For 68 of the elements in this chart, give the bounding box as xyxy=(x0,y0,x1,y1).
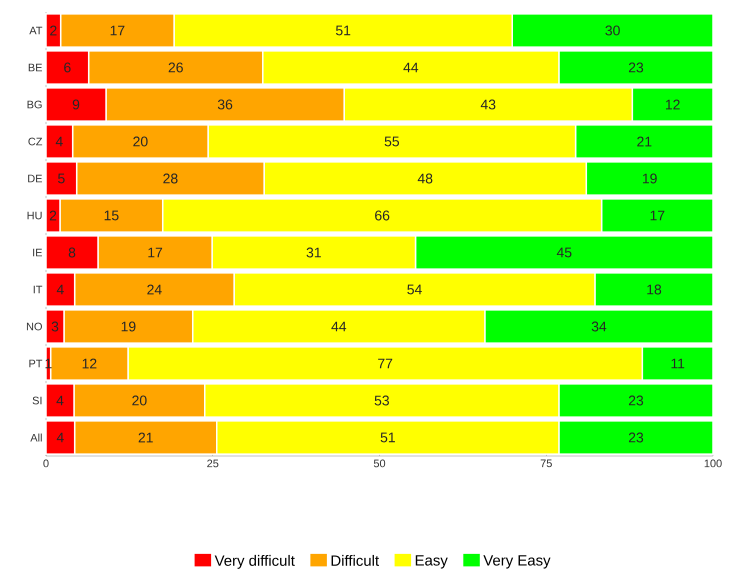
x-tick-label: 100 xyxy=(704,460,722,468)
data-label: 23 xyxy=(628,432,644,442)
data-label: 6 xyxy=(64,62,71,72)
data-label: 9 xyxy=(72,100,80,110)
data-label: 20 xyxy=(133,136,148,146)
data-label: 2 xyxy=(50,210,56,220)
data-label: 44 xyxy=(403,62,418,72)
data-label: 4 xyxy=(56,432,64,442)
data-label: 4 xyxy=(56,136,63,146)
x-tick-label: 50 xyxy=(374,460,386,468)
data-label: 44 xyxy=(331,322,346,332)
y-tick-label: HU xyxy=(28,212,42,220)
data-label: 4 xyxy=(56,396,64,406)
data-label: 8 xyxy=(68,248,76,258)
data-label: 24 xyxy=(147,284,162,294)
data-label: 3 xyxy=(52,322,58,332)
data-label: 51 xyxy=(336,26,350,36)
x-tick-label: 75 xyxy=(540,460,552,468)
y-tick-label: IT xyxy=(34,286,42,294)
data-label: 23 xyxy=(628,396,644,406)
y-tick-label: DE xyxy=(28,174,42,182)
legend-label: Difficult xyxy=(332,554,379,566)
data-label: 28 xyxy=(163,174,178,184)
data-label: 15 xyxy=(104,210,119,220)
data-label: 48 xyxy=(418,174,432,184)
data-label: 12 xyxy=(666,100,680,110)
data-label: 51 xyxy=(380,432,395,442)
data-label: 2 xyxy=(50,26,57,36)
data-label: 77 xyxy=(378,358,392,368)
x-tick-label: 0 xyxy=(43,460,49,468)
data-label: 17 xyxy=(650,210,664,220)
legend-label: Very difficult xyxy=(214,554,295,569)
data-label: 66 xyxy=(375,210,390,220)
data-label: 5 xyxy=(58,174,65,184)
data-label: 31 xyxy=(306,248,321,258)
data-label: 45 xyxy=(556,248,572,258)
data-label: 30 xyxy=(605,26,620,36)
data-label: 20 xyxy=(132,396,147,406)
y-tick-label: CZ xyxy=(28,138,42,146)
y-tick-label: PT xyxy=(29,360,42,368)
x-tick-label: 25 xyxy=(207,460,218,468)
data-label: 11 xyxy=(671,358,684,368)
y-tick-label: NO xyxy=(26,322,42,330)
y-tick-label: BE xyxy=(28,64,42,72)
data-label: 12 xyxy=(82,358,96,368)
data-label: 19 xyxy=(642,174,657,184)
data-label: 23 xyxy=(628,62,644,72)
data-label: 34 xyxy=(592,322,606,332)
data-label: 19 xyxy=(122,322,136,332)
data-label: 53 xyxy=(374,396,389,406)
data-label: 26 xyxy=(168,62,183,72)
data-label: 36 xyxy=(218,100,232,110)
data-label: 55 xyxy=(384,136,400,146)
y-tick-label: SI xyxy=(32,396,42,404)
legend-label: Very Easy xyxy=(483,555,551,569)
data-label: 43 xyxy=(480,100,496,110)
data-label: 54 xyxy=(407,284,422,294)
legend-label: Easy xyxy=(416,555,448,569)
data-label: 17 xyxy=(148,248,162,258)
y-tick-label: AT xyxy=(29,26,42,34)
data-label: 17 xyxy=(110,26,124,36)
y-tick-label: IE xyxy=(33,248,42,256)
data-label: 18 xyxy=(647,284,662,294)
data-label: 21 xyxy=(138,432,153,442)
y-tick-label: BG xyxy=(28,100,42,108)
y-tick-label: All xyxy=(30,434,42,442)
data-label: 21 xyxy=(637,136,652,146)
data-label: 4 xyxy=(56,284,64,294)
